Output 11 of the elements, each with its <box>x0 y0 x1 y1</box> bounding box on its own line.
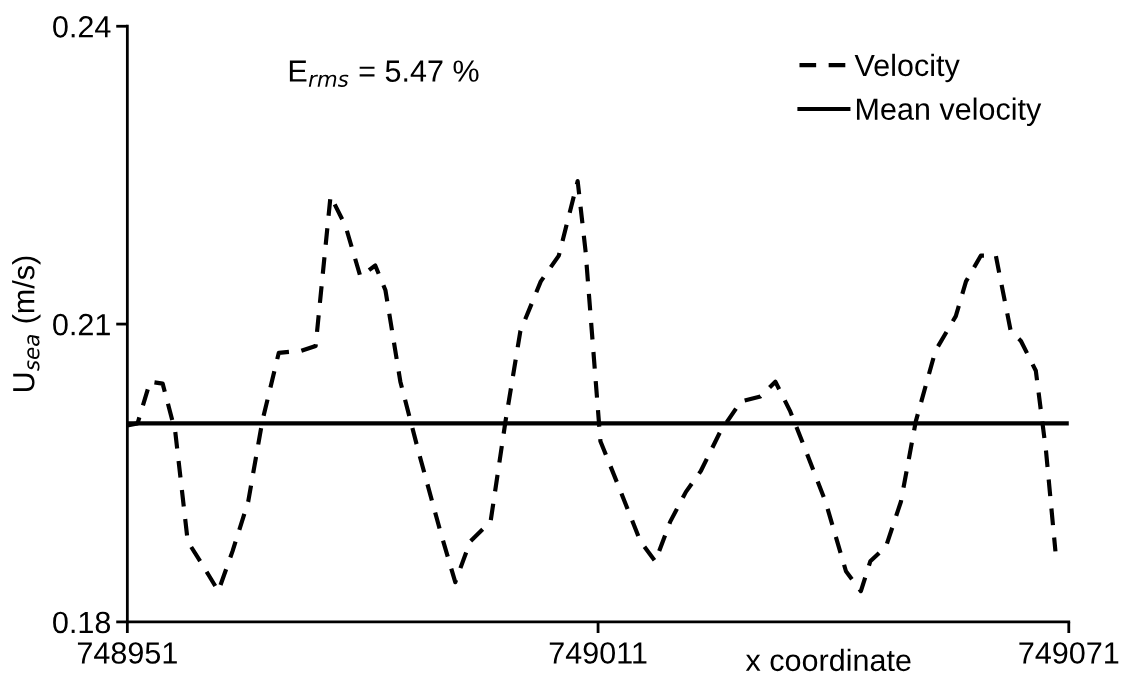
x-tick-label: 749071 <box>1019 642 1119 664</box>
x-axis-title: x coordinate <box>745 648 911 672</box>
legend-label: Mean velocity <box>856 97 1042 126</box>
y-tick-label: 0.18 <box>53 611 111 634</box>
y-tick-label: 0.24 <box>53 15 111 38</box>
y-axis-title: U$_{sea}$ (m/s) <box>12 256 41 392</box>
x-tick-label: 749011 <box>549 642 647 664</box>
legend-label: Velocity <box>854 53 960 83</box>
y-tick-label: 0.21 <box>53 313 110 336</box>
annotation: E$_{rms}$ = 5.47 % <box>289 60 479 87</box>
x-tick-label: 748951 <box>77 642 177 664</box>
